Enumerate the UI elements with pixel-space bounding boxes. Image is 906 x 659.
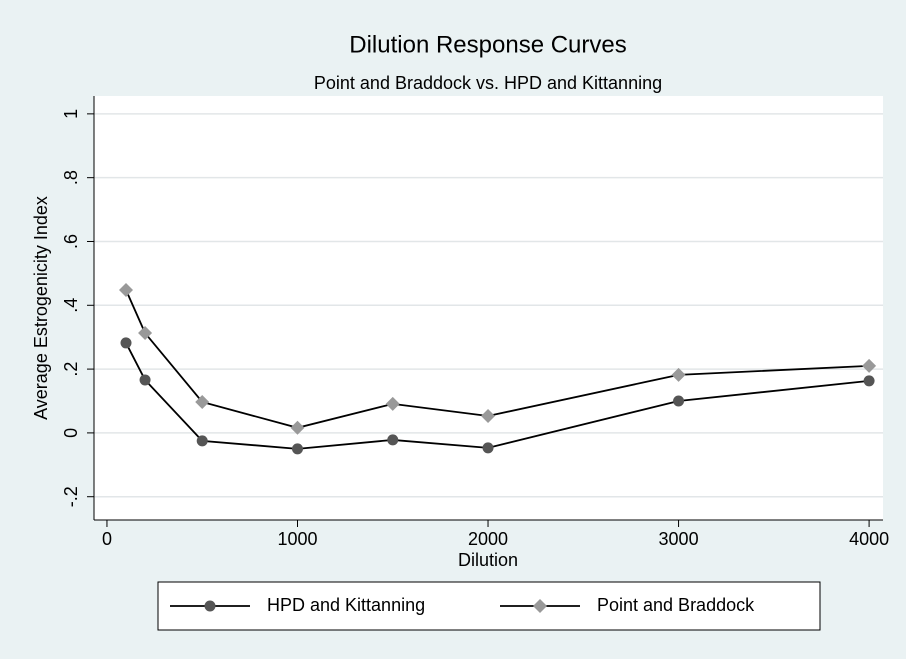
x-tick-label: 3000 [659,529,699,549]
y-tick-label: -.2 [61,486,81,507]
marker [387,434,399,446]
marker [385,396,400,411]
marker [139,374,151,386]
chart-subtitle: Point and Braddock vs. HPD and Kittannin… [314,73,662,93]
legend-label: HPD and Kittanning [267,595,425,615]
y-tick-label: 1 [61,109,81,119]
chart-title: Dilution Response Curves [349,31,626,58]
marker [482,442,494,454]
marker [120,337,132,349]
legend-marker [533,599,547,613]
x-tick-label: 2000 [468,529,508,549]
series-line [125,342,870,450]
x-tick-label: 1000 [277,529,317,549]
y-tick-label: .6 [61,234,81,249]
y-tick-label: .2 [61,362,81,377]
marker [290,420,305,435]
marker [673,395,685,407]
x-axis-title: Dilution [458,550,518,570]
marker [862,358,877,373]
series-line [125,289,870,429]
marker [863,375,875,387]
marker [291,443,303,455]
y-tick-label: .4 [61,298,81,313]
marker [196,435,208,447]
y-tick-label: .8 [61,170,81,185]
marker [138,326,153,341]
legend-marker [204,600,216,612]
legend-label: Point and Braddock [597,595,755,615]
y-tick-label: 0 [61,428,81,438]
x-tick-label: 0 [102,529,112,549]
marker [119,282,134,297]
plot-area [94,96,883,520]
x-tick-label: 4000 [849,529,889,549]
legend-box [157,581,821,631]
marker [671,367,686,382]
y-axis-title: Average Estrogenicity Index [31,196,51,420]
marker [481,408,496,423]
marker [195,394,210,409]
